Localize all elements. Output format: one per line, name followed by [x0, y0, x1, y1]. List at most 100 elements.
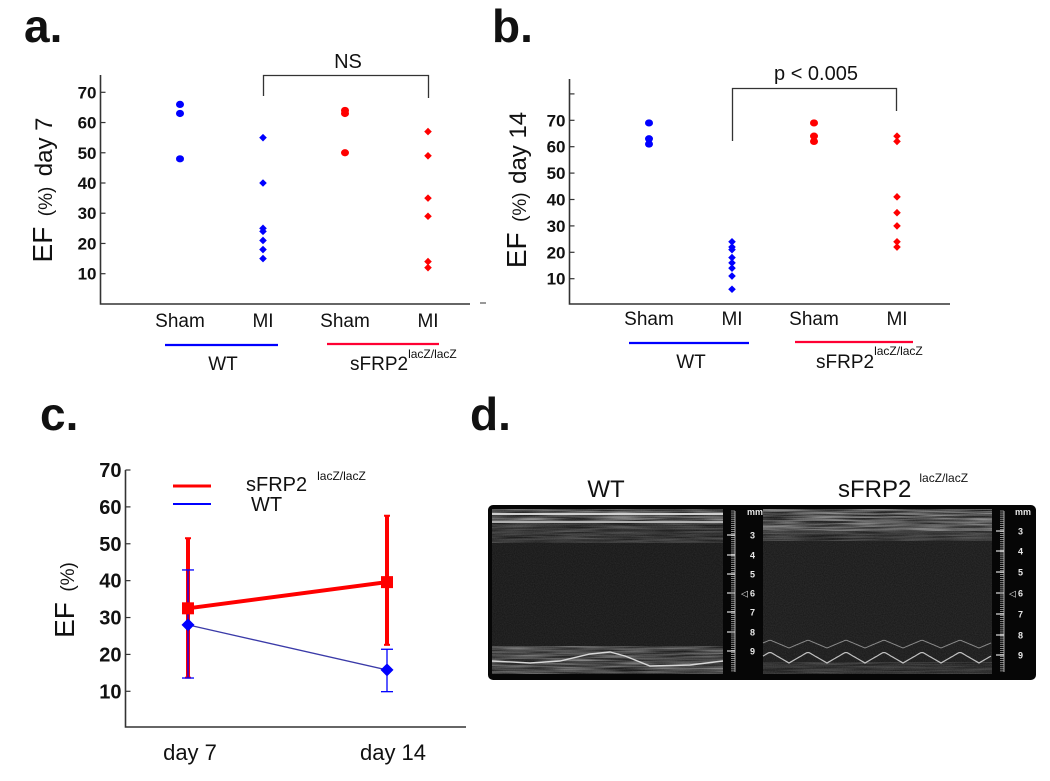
y-tick-label: 30 — [99, 608, 121, 630]
y-axis-label-c: EF (%) — [49, 562, 80, 638]
ruler-marker-icon: ◁ — [741, 589, 748, 599]
y-tick-label: 70 — [99, 460, 121, 482]
y-axis-label-a: EF (%) day 7 — [27, 118, 58, 263]
data-point — [259, 227, 267, 236]
depth-ruler-ko: mm 3 4 5 6 7 8 9 ◁ — [996, 507, 1031, 672]
category-label: MI — [886, 309, 907, 330]
group-label-ko-b: sFRP2lacZ/lacZ — [816, 344, 923, 373]
ruler-label: 3 — [750, 531, 755, 541]
y-tick-label: 50 — [547, 164, 566, 183]
ruler-label: 9 — [1018, 651, 1023, 661]
y-ticks-a: 10 20 30 40 50 60 70 — [78, 83, 106, 284]
significance-label-b: p < 0.005 — [774, 63, 858, 85]
points-a — [176, 100, 432, 272]
y-tick-label: 30 — [78, 204, 97, 223]
y-tick-label: 50 — [78, 144, 97, 163]
data-point — [728, 272, 736, 280]
data-point — [728, 285, 736, 294]
x-tick-label: day 14 — [360, 740, 426, 765]
legend-c: sFRP2 lacZ/lacZ WT — [173, 469, 366, 516]
data-point — [810, 132, 818, 140]
data-point — [645, 119, 653, 127]
ylabel-ef: EF — [27, 227, 58, 263]
category-label: MI — [417, 311, 438, 332]
ylabel-unit: (%) — [36, 187, 57, 217]
data-point — [424, 194, 432, 202]
panel-b: b. EF (%) day 14 10 20 30 40 50 60 70 p < 0.00… — [480, 0, 950, 373]
data-point — [728, 253, 736, 262]
data-point-ko — [381, 576, 393, 589]
y-tick-label: 10 — [99, 681, 121, 703]
axes-b — [568, 79, 950, 305]
category-label: Sham — [789, 309, 839, 330]
ruler-label: 7 — [1018, 610, 1023, 620]
data-point — [893, 222, 901, 230]
data-point — [893, 132, 901, 140]
x-tick-label: day 7 — [163, 740, 217, 765]
data-point — [424, 127, 432, 136]
group-label-wt-a: WT — [208, 354, 238, 375]
panel-letter-a: a. — [24, 0, 62, 52]
y-tick-label: 40 — [78, 174, 97, 193]
category-label: Sham — [320, 311, 370, 332]
y-tick-label: 30 — [547, 217, 566, 236]
data-point — [424, 151, 432, 160]
series-line-ko — [187, 580, 388, 611]
panel-a: a. EF (%) day 7 10 20 30 40 50 60 70 NS Sham MI… — [24, 0, 470, 375]
series-line-wt — [187, 624, 388, 671]
data-point — [645, 135, 653, 143]
y-ticks-b: 10 20 30 40 50 60 70 — [547, 93, 575, 289]
data-point — [341, 149, 349, 157]
legend-label-wt: WT — [251, 494, 282, 516]
ruler-label: 3 — [1018, 527, 1023, 537]
data-point-wt — [181, 618, 195, 632]
data-point — [424, 212, 432, 221]
panel-c: c. EF (%) 10 20 30 40 50 60 70 day 7 day 14 sFR… — [40, 388, 466, 765]
echo-image-wt — [491, 509, 724, 674]
group-label-ko-a: sFRP2lacZ/lacZ — [350, 347, 457, 375]
svg-text:EF (%) day 7: EF (%) day 7 — [27, 118, 58, 263]
ruler-label: 8 — [750, 628, 755, 638]
ruler-label: 4 — [1018, 547, 1023, 557]
ylabel-day: day 7 — [31, 118, 58, 177]
data-point — [424, 263, 432, 272]
ruler-unit: mm — [747, 507, 763, 517]
data-point — [893, 237, 901, 246]
y-tick-label: 20 — [547, 243, 566, 262]
echo-title-ko: sFRP2 lacZ/lacZ — [838, 471, 968, 503]
depth-ruler-wt: mm 3 4 5 6 7 8 9 ◁ — [727, 507, 763, 672]
y-axis-label-b: EF (%) day 14 — [501, 112, 532, 268]
y-tick-label: 50 — [99, 534, 121, 556]
data-point — [645, 140, 653, 148]
legend-label-ko: sFRP2 lacZ/lacZ — [246, 469, 366, 496]
group-label-wt-b: WT — [676, 352, 706, 373]
ylabel-unit: (%) — [58, 562, 79, 592]
data-point — [728, 259, 736, 267]
y-tick-label: 40 — [547, 191, 566, 210]
axes-a — [99, 75, 470, 305]
data-point — [176, 100, 184, 108]
y-tick-label: 40 — [99, 571, 121, 593]
y-tick-label: 10 — [547, 270, 566, 289]
significance-bracket-b — [731, 87, 898, 141]
category-label: Sham — [155, 311, 205, 332]
y-tick-label: 70 — [547, 111, 566, 130]
echo-image-ko — [762, 509, 992, 674]
ruler-label: 5 — [750, 570, 755, 580]
data-point — [259, 245, 267, 254]
data-point — [893, 193, 901, 201]
ylabel-unit: (%) — [510, 192, 531, 222]
points-b — [645, 119, 901, 294]
data-point — [259, 236, 267, 245]
y-tick-label: 10 — [78, 265, 97, 284]
data-point — [728, 245, 736, 254]
data-point — [728, 237, 736, 246]
echo-title-wt: WT — [587, 476, 625, 503]
ruler-label: 5 — [1018, 568, 1023, 578]
ruler-unit: mm — [1015, 507, 1031, 517]
y-ticks-c: 10 20 30 40 50 60 70 — [99, 460, 131, 703]
data-point-wt — [380, 663, 394, 677]
ylabel-ef: EF — [501, 232, 532, 268]
ruler-label: 4 — [750, 551, 755, 561]
